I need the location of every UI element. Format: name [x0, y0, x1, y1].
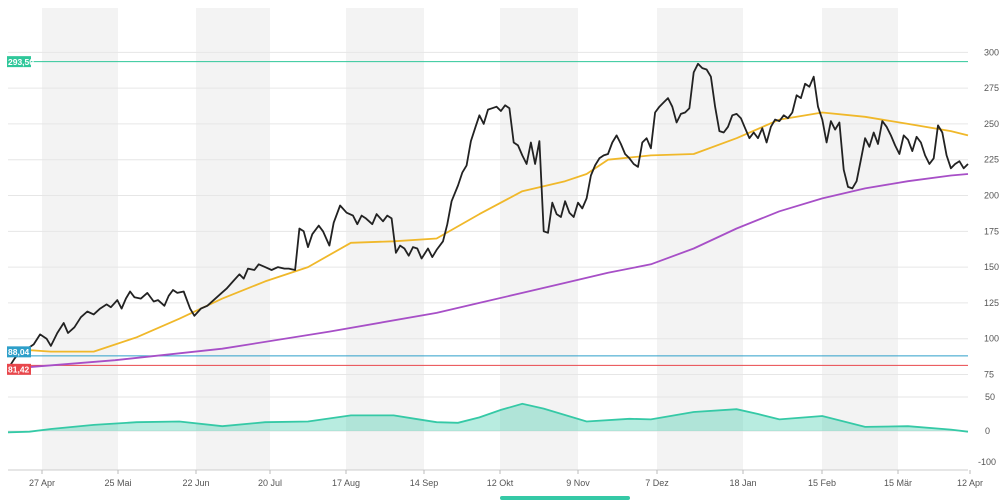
y-tick-label: 250	[984, 119, 999, 129]
badge-background	[7, 56, 31, 68]
reference-badge: 293,50	[7, 56, 34, 68]
y-axis: 75 100 125 150 175 200 225 250 275 300	[984, 47, 999, 379]
reference-badge: 81,42	[7, 363, 31, 375]
y-tick-label: 300	[984, 47, 999, 57]
y-tick-label: 200	[984, 191, 999, 201]
time-band	[42, 8, 118, 470]
oscillator-line	[7, 402, 969, 434]
background-bands	[42, 8, 898, 470]
x-tick-label: 15 Mär	[884, 478, 912, 488]
y-tick-label: -100	[978, 457, 996, 467]
time-band	[657, 8, 743, 470]
time-band	[500, 8, 578, 470]
reference-lines	[8, 61, 968, 366]
time-band	[822, 8, 898, 470]
y-tick-label: 175	[984, 226, 999, 236]
reference-badges: 293,50 88,04 81,42	[7, 56, 34, 375]
x-tick-label: 15 Feb	[808, 478, 836, 488]
y-tick-label: 0	[985, 426, 990, 436]
x-tick-label: 20 Jul	[258, 478, 282, 488]
x-tick-label: 22 Jun	[182, 478, 209, 488]
x-tick-label: 27 Apr	[29, 478, 55, 488]
x-axis: 27 Apr 25 Mai 22 Jun 20 Jul 17 Aug 14 Sep 12 O…	[8, 469, 983, 488]
y-axis-lower: -100 0 50	[978, 392, 996, 467]
time-band	[346, 8, 424, 470]
badge-label: 293,50	[8, 57, 34, 67]
x-tick-label: 7 Dez	[645, 478, 669, 488]
x-tick-label: 25 Mai	[104, 478, 131, 488]
moving-average-50-line	[7, 111, 969, 353]
oscillator-panel	[7, 402, 969, 434]
x-tick-label: 14 Sep	[410, 478, 439, 488]
y-tick-label: 225	[984, 155, 999, 165]
x-tick-label: 18 Jan	[729, 478, 756, 488]
badge-label: 81,42	[8, 365, 30, 375]
x-tick-label: 17 Aug	[332, 478, 360, 488]
y-tick-label: 150	[984, 262, 999, 272]
y-tick-label: 75	[984, 370, 994, 380]
y-tick-label: 50	[985, 392, 995, 402]
x-tick-label: 12 Apr	[957, 478, 983, 488]
x-tick-label: 9 Nov	[566, 478, 590, 488]
y-tick-label: 275	[984, 83, 999, 93]
moving-average-200-line	[7, 173, 969, 370]
gridlines	[8, 51, 968, 432]
badge-background	[7, 363, 31, 375]
badge-background	[7, 346, 31, 358]
price-line	[7, 62, 969, 370]
y-tick-label: 100	[984, 334, 999, 344]
scrollbar-handle[interactable]	[500, 496, 630, 500]
price-series-layer	[7, 62, 969, 370]
x-tick-label: 12 Okt	[487, 478, 514, 488]
oscillator-area	[8, 403, 968, 433]
time-band	[196, 8, 270, 470]
reference-badge: 88,04	[7, 346, 31, 358]
badge-label: 88,04	[8, 347, 30, 357]
y-tick-label: 125	[984, 298, 999, 308]
